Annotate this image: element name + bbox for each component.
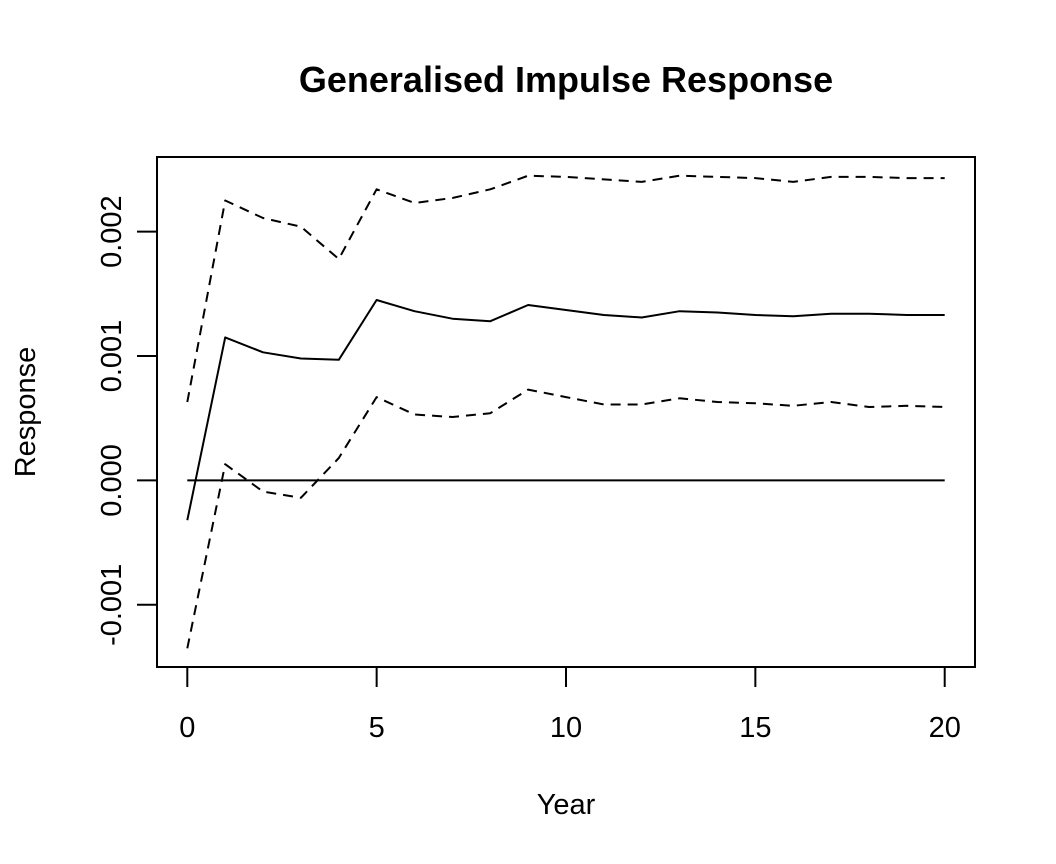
chart-title: Generalised Impulse Response bbox=[299, 59, 833, 100]
x-tick-label: 20 bbox=[929, 712, 961, 744]
y-axis: -0.001 0.000 0.001 0.002 bbox=[96, 195, 158, 646]
x-tick-label: 10 bbox=[550, 712, 582, 744]
x-tick-label: 0 bbox=[179, 712, 195, 744]
upper-bound-line bbox=[186, 174, 945, 403]
x-axis: 0 5 10 15 20 bbox=[179, 666, 961, 744]
y-tick-label: 0.001 bbox=[96, 320, 128, 393]
lower-bound-line bbox=[186, 388, 945, 649]
x-tick-label: 5 bbox=[369, 712, 385, 744]
impulse-response-line bbox=[186, 299, 945, 521]
plot-frame bbox=[156, 156, 976, 668]
x-tick-label: 15 bbox=[739, 712, 771, 744]
y-tick-label: -0.001 bbox=[96, 564, 128, 646]
plot-area bbox=[186, 174, 945, 649]
x-axis-label: Year bbox=[537, 789, 596, 821]
y-axis-label: Response bbox=[10, 347, 42, 478]
y-tick-label: 0.000 bbox=[96, 444, 128, 517]
y-tick-label: 0.002 bbox=[96, 195, 128, 268]
